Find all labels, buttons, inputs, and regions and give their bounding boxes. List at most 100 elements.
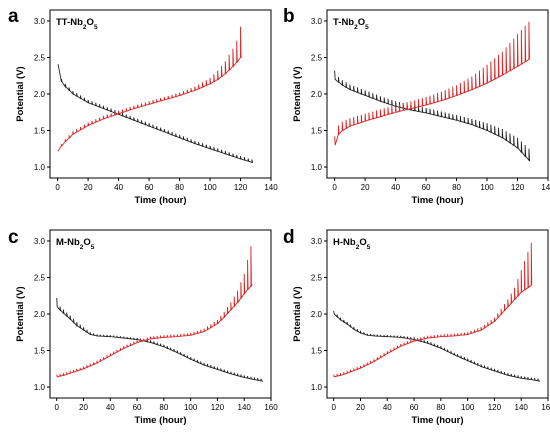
x-tick-label: 60 (422, 183, 431, 192)
x-tick-label: 40 (383, 403, 392, 412)
series-line-charge (334, 21, 531, 146)
x-tick-label: 0 (332, 183, 337, 192)
x-axis-label: Time (hour) (134, 195, 186, 206)
panel-title-title-sub2: 5 (94, 24, 98, 31)
chart-panel-a: a TT-Nb2O5 0 20 40 60 80 100 120 140 1.0 1.5 2.0 2.5 3… (8, 6, 278, 206)
chart-panel-b: b T-Nb2O5 0 20 40 60 80 100 120 140 1.0 1.5 2.0 2.5 3.… (283, 6, 550, 206)
series-line-discharge (334, 70, 531, 162)
y-tick-label: 2.0 (311, 310, 323, 319)
x-tick-label: 0 (331, 403, 336, 412)
x-tick-label: 160 (541, 403, 550, 412)
x-tick-label: 120 (488, 403, 502, 412)
panel-title-title-sub2: 5 (91, 244, 95, 251)
y-tick-label: 2.0 (34, 90, 46, 99)
y-tick-label: 3.0 (311, 17, 323, 26)
panel-letter: b (283, 6, 295, 27)
panel-title-title-sub1: 2 (80, 244, 84, 251)
panel-letter: a (8, 6, 19, 27)
y-tick-label: 1.5 (34, 127, 46, 136)
y-axis-label: Potential (V) (15, 66, 26, 121)
x-tick-label: 20 (84, 183, 93, 192)
series-line-charge (57, 26, 242, 152)
x-tick-label: 80 (159, 403, 168, 412)
x-tick-label: 0 (54, 403, 59, 412)
y-tick-label: 1.5 (34, 347, 46, 356)
x-tick-label: 80 (436, 403, 445, 412)
x-tick-label: 100 (184, 403, 198, 412)
panel-title-title-mid: O (87, 17, 94, 28)
x-tick-label: 60 (133, 403, 142, 412)
panel-letter: d (283, 227, 295, 248)
series-line-discharge (57, 64, 254, 164)
x-tick-label: 40 (114, 183, 123, 192)
panel-title-title-main: H-Nb (333, 237, 356, 248)
x-tick-label: 80 (175, 183, 184, 192)
plot-frame (326, 229, 549, 399)
panel-title-title-main: T-Nb (333, 17, 354, 28)
y-tick-label: 1.0 (311, 383, 323, 392)
x-tick-label: 140 (515, 403, 529, 412)
y-tick-label: 2.0 (311, 90, 323, 99)
x-tick-label: 40 (391, 183, 400, 192)
x-tick-label: 160 (264, 403, 278, 412)
y-tick-label: 2.5 (34, 53, 46, 62)
panel-letter: c (8, 227, 19, 248)
x-tick-label: 60 (410, 403, 419, 412)
y-tick-label: 1.5 (311, 347, 323, 356)
x-tick-label: 20 (356, 403, 365, 412)
y-tick-label: 1.0 (34, 163, 46, 172)
x-axis-label: Time (hour) (411, 195, 463, 206)
panel-title-title-mid: O (358, 17, 365, 28)
panel-title: H-Nb2O5 (333, 237, 371, 251)
panel-title-title-main: M-Nb (56, 237, 80, 248)
chart-panel-c: c M-Nb2O5 0 20 40 60 80 100 120 140 160 1.0 1.5 2.0 2.… (8, 227, 278, 426)
series-line-discharge (333, 311, 541, 382)
y-tick-label: 3.0 (311, 237, 323, 246)
panel-title-title-sub2: 5 (365, 24, 369, 31)
panel-title-title-sub2: 5 (367, 244, 371, 251)
series-line-charge (333, 242, 533, 378)
x-axis-label: Time (hour) (134, 415, 186, 426)
x-tick-label: 100 (203, 183, 217, 192)
y-tick-label: 2.5 (34, 273, 46, 282)
y-tick-label: 1.0 (34, 383, 46, 392)
y-tick-label: 2.5 (311, 53, 323, 62)
x-tick-label: 120 (511, 183, 525, 192)
x-tick-label: 20 (79, 403, 88, 412)
x-axis-label: Time (hour) (411, 415, 463, 426)
panel-title-title-sub1: 2 (83, 24, 87, 31)
y-axis-label: Potential (V) (292, 66, 303, 121)
panel-title: T-Nb2O5 (333, 17, 369, 31)
y-tick-label: 3.0 (34, 17, 46, 26)
plot-frame (49, 9, 272, 179)
chart-panel-d: d H-Nb2O5 0 20 40 60 80 100 120 140 160 1.0 1.5 2.0 2.… (283, 227, 550, 426)
y-tick-label: 2.0 (34, 310, 46, 319)
x-tick-label: 140 (264, 183, 278, 192)
x-tick-label: 100 (461, 403, 475, 412)
y-tick-label: 2.5 (311, 273, 323, 282)
y-axis-label: Potential (V) (15, 286, 26, 341)
x-tick-label: 60 (145, 183, 154, 192)
y-tick-label: 3.0 (34, 237, 46, 246)
panel-title: TT-Nb2O5 (56, 17, 98, 31)
panel-title-title-sub1: 2 (356, 244, 360, 251)
plot-frame (49, 229, 272, 399)
panel-title-title-mid: O (359, 237, 366, 248)
x-tick-label: 120 (234, 183, 248, 192)
x-tick-label: 0 (55, 183, 60, 192)
x-tick-label: 80 (452, 183, 461, 192)
y-tick-label: 1.0 (311, 163, 323, 172)
x-tick-label: 120 (211, 403, 225, 412)
x-tick-label: 20 (361, 183, 370, 192)
series-line-charge (56, 246, 253, 378)
y-axis-label: Potential (V) (292, 286, 303, 341)
x-tick-label: 140 (238, 403, 252, 412)
x-tick-label: 100 (480, 183, 494, 192)
panel-title-title-main: TT-Nb (56, 17, 83, 28)
panel-title-title-sub1: 2 (354, 24, 358, 31)
x-tick-label: 140 (541, 183, 550, 192)
series-line-discharge (56, 297, 264, 382)
panel-title: M-Nb2O5 (56, 237, 95, 251)
y-tick-label: 1.5 (311, 127, 323, 136)
